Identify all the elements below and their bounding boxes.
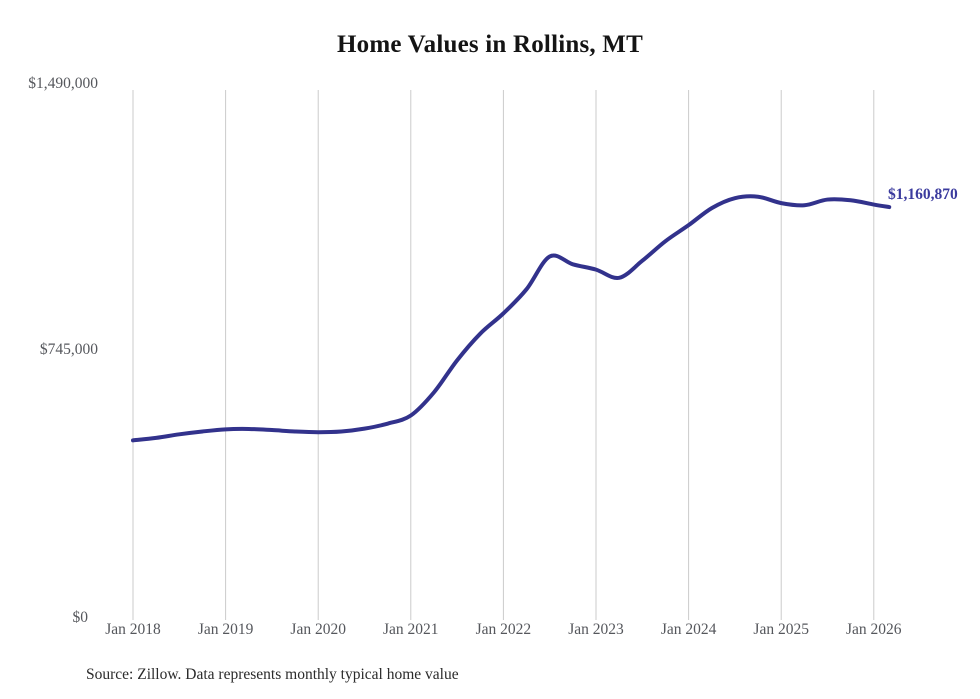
source-note: Source: Zillow. Data represents monthly … [86, 666, 459, 683]
end-value-annotation: $1,160,870 [888, 186, 958, 203]
x-axis-tick-label: Jan 2025 [753, 621, 809, 638]
chart-title: Home Values in Rollins, MT [337, 31, 643, 58]
y-axis-tick-zero: $0 [72, 609, 89, 626]
x-axis-tick-label: Jan 2026 [846, 621, 902, 638]
x-axis-tick-label: Jan 2021 [383, 621, 439, 638]
x-axis-tick-label: Jan 2024 [660, 621, 717, 638]
x-axis-tick-label: Jan 2019 [197, 621, 254, 638]
x-axis-tick-label: Jan 2023 [568, 621, 624, 638]
y-axis-tick-mid: $745,000 [39, 341, 98, 358]
x-axis-tick-label: Jan 2020 [290, 621, 346, 638]
y-axis-tick-top: $1,490,000 [28, 75, 98, 92]
value-line-series [131, 194, 892, 443]
x-gridlines [132, 90, 875, 620]
x-axis-tick-label: Jan 2018 [105, 621, 161, 638]
x-axis-tick-label: Jan 2022 [475, 621, 532, 638]
